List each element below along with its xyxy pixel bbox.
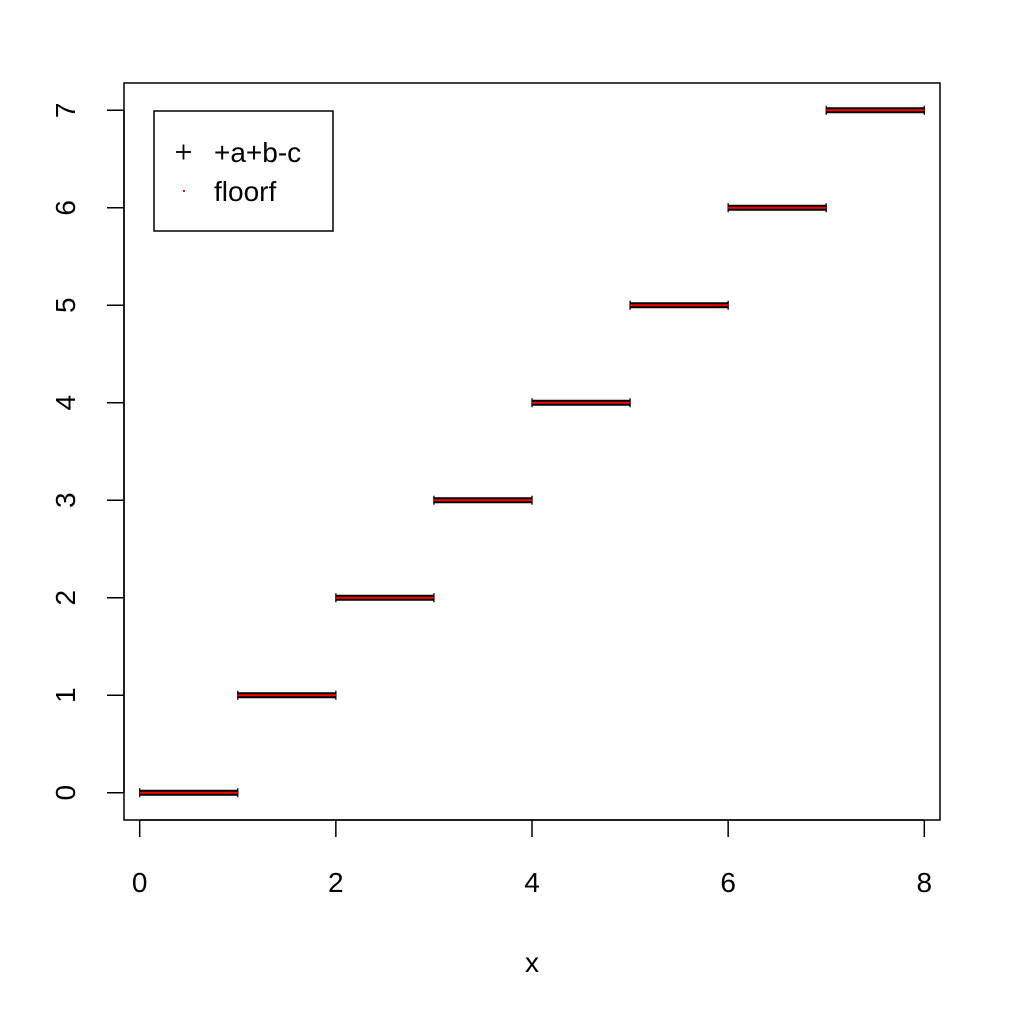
legend-box: [153, 110, 334, 232]
x-axis-label: x: [525, 947, 539, 978]
x-tick-label: 0: [132, 867, 148, 898]
x-axis: 0 2 4 6 8: [132, 819, 933, 898]
y-tick-label: 0: [50, 785, 81, 801]
x-tick-label: 2: [328, 867, 344, 898]
y-tick-label: 6: [50, 200, 81, 216]
y-tick-label: 1: [50, 687, 81, 703]
legend: +a+b-c floorf: [153, 110, 334, 232]
y-tick-label: 5: [50, 297, 81, 313]
y-tick-label: 3: [50, 492, 81, 508]
legend-item: +a+b-c: [176, 137, 301, 168]
y-tick-label: 2: [50, 590, 81, 606]
y-axis: 0 1 2 3 4 5 6 7: [50, 103, 125, 801]
legend-item: floorf: [183, 176, 276, 207]
x-tick-label: 8: [917, 867, 933, 898]
y-tick-label: 7: [50, 103, 81, 119]
x-tick-label: 4: [524, 867, 540, 898]
plot-marks: [139, 105, 925, 798]
y-tick-label: 4: [50, 395, 81, 411]
legend-label: floorf: [214, 176, 276, 207]
dot-marker-icon: [183, 190, 185, 192]
legend-label: +a+b-c: [214, 137, 301, 168]
x-tick-label: 6: [720, 867, 736, 898]
